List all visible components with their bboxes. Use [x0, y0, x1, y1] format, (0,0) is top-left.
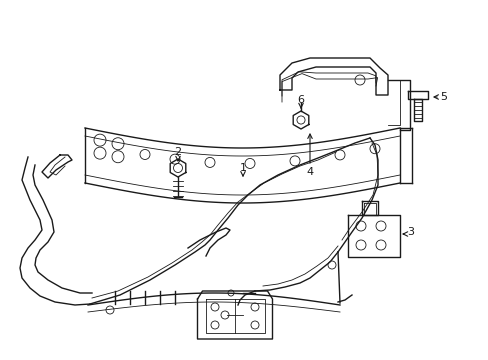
Text: 4: 4 [306, 167, 313, 177]
Text: 6: 6 [297, 95, 304, 105]
Text: 1: 1 [239, 163, 246, 173]
Text: 5: 5 [439, 92, 446, 102]
Text: 2: 2 [174, 147, 181, 157]
Text: 3: 3 [406, 227, 413, 237]
